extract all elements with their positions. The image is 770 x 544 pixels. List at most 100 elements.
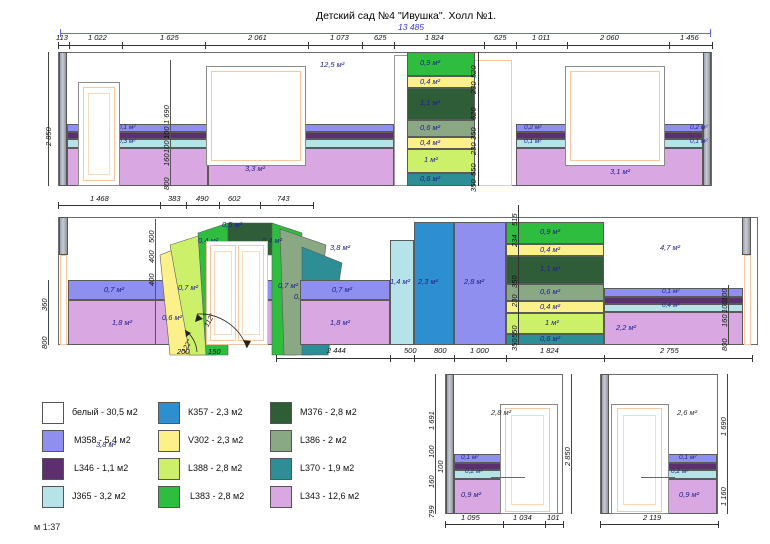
legend-swatch-2 [270,402,292,424]
dim-tick [58,202,59,209]
top-door-leaf-1[interactable] [83,87,115,181]
top-col-label-2: 1,1 м² [420,98,441,107]
top-col-seg-2 [407,88,475,120]
mid-area-1-8-l: 1,8 м² [112,318,133,327]
detail-right-bdim-line [600,524,718,525]
total-dim-tick-l [60,29,61,37]
mid-area-2-3: 2,3 м² [418,277,439,286]
mid-bdim-4: 1 824 [540,346,559,355]
top-dim-10: 1 456 [680,33,699,42]
arrow-122 [185,330,191,337]
dim-tick [362,42,363,49]
top-area-3-3: 3,3 м² [245,164,266,173]
mid-fan-label-0: 0,6 м² [162,313,183,322]
detail-left-band-L343 [454,479,503,514]
mid-col-label-4: 0,4 м² [540,302,561,311]
mid-strip-J365 [390,240,414,345]
top-dim-2: 1 625 [160,33,179,42]
top-right-wall [703,52,711,186]
legend-swatch-0 [42,402,64,424]
top-door-frame-1 [78,82,120,186]
legend-label-6: L346 - 1,1 м2 [74,463,129,473]
detail-left-wall [446,374,454,514]
top-dim-7: 625 [494,33,507,42]
mid-bdim-2: 800 [434,346,447,355]
legend-label-9: J365 - 3,2 м2 [72,491,126,501]
mid-col-vdim-0: 234 [510,234,519,247]
mid-bdim-3: 1 000 [470,346,489,355]
mid-small-dim-1: 150 [208,347,221,356]
detail-left-door-frame [500,404,558,514]
mid-fan-label-1: 0,7 м² [178,283,199,292]
detail-left-rdim-line [571,374,572,514]
top-col-seg-0 [407,52,475,76]
mid-area-0-4-far: 0,4 м² [662,302,680,309]
dim-tick [563,521,564,528]
top-inner-vdim-3: 160 [162,153,171,166]
dim-tick [69,42,70,49]
mid-dim-0: 1 468 [90,194,109,203]
dim-tick [752,355,753,362]
detail-right-leader [641,477,675,478]
legend-swatch-7 [158,458,180,480]
mid-area-1-4: 1,4 м² [390,277,411,286]
top-col-seg-4 [407,137,475,149]
detail-left-area-2: 0,2 м² [465,468,483,475]
detail-right-area-1: 0,1 м² [679,454,697,461]
mid-far-vdim-2: 160 [720,314,729,327]
dim-tick [669,42,670,49]
mid-col-label-1: 0,4 м² [540,245,561,254]
mid-left-wall [59,217,68,255]
legend-label-7: L388 - 2,8 м2 [188,463,243,473]
detail-left-rdim: 2 850 [563,447,572,466]
top-area-band-r1: 0,2 м² [524,124,542,131]
mid-area-0-1-far: 0,1 м² [662,288,680,295]
mid-dim-chain [58,205,313,206]
detail-right-area-2: 0,2 м² [671,468,689,475]
mid-left-door-edge[interactable] [60,255,67,345]
top-window-leaf-1[interactable] [211,71,301,161]
detail-right-door-leaf[interactable] [617,408,662,512]
mid-col-seg-3 [506,284,604,301]
detail-left-section: 2,8 м² 0,1 м² 0,2 м² 0,9 м² 1 691 100 10… [425,372,585,532]
mid-fan-label-4: 0,4 м² [262,236,283,245]
top-window-leaf-2[interactable] [570,71,660,161]
mid-band-L346-far [604,297,743,304]
detail-left-door-panel [511,415,544,505]
mid-right-door-edge[interactable] [744,255,751,345]
top-col-label-0: 0,9 м² [420,58,441,67]
detail-right-vdim-0: 1 690 [719,417,728,436]
mid-dim-1: 383 [168,194,181,203]
dim-tick [484,42,485,49]
detail-left-area-3: 0,9 м² [461,490,482,499]
mid-far-dimline [728,285,729,345]
mid-band-L343-far [604,312,743,345]
detail-left-door-leaf[interactable] [505,408,550,512]
mid-center-door-panel-r [242,251,260,335]
mid-far-vdim-3: 800 [720,338,729,351]
dim-tick [308,42,309,49]
detail-left-bdim-1: 1 034 [513,513,532,522]
top-dim-6: 1 824 [425,33,444,42]
mid-center-door-leaf-right[interactable] [238,245,264,341]
detail-left-leader [491,477,525,478]
legend-swatch-11 [270,486,292,508]
mid-area-3-8-l: 3,8 м² [96,440,117,449]
arc-112 [196,313,248,349]
top-col-dimline [478,52,479,186]
mid-fan-label-3: 0,5 м² [222,220,243,229]
mid-area-2-2: 2,2 м² [616,323,637,332]
total-dim-tick-r [710,29,711,37]
mid-col-seg-1 [506,244,604,256]
mid-center-door-frame [206,241,268,345]
dim-tick [186,202,187,209]
mid-col-label-6: 0,6 м² [540,334,561,343]
legend-label-10: L383 - 2,8 м2 [190,491,245,501]
dim-tick [276,355,277,362]
top-dim-4: 1 073 [330,33,349,42]
detail-right-area-3: 0,9 м² [679,490,700,499]
mid-left-vdim-0: 360 [40,298,49,311]
dim-tick [122,42,123,49]
mid-band-J365-far [604,304,743,312]
mid-center-door-leaf-left[interactable] [210,245,236,341]
